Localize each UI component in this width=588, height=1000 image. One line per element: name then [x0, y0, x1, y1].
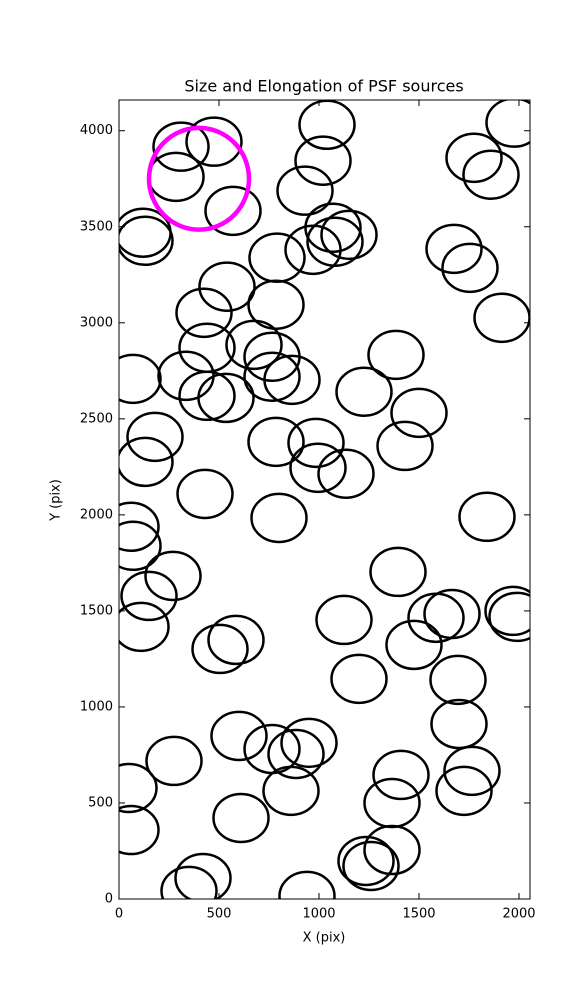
psf-source: [185, 116, 243, 167]
psf-source: [174, 852, 232, 899]
psf-source: [485, 100, 530, 148]
psf-source: [119, 436, 174, 488]
psf-source: [488, 591, 530, 643]
psf-source: [126, 411, 184, 463]
plot-area: [119, 100, 530, 899]
psf-source: [262, 765, 320, 817]
psf-source: [385, 619, 443, 671]
plot-frame: [118, 99, 531, 900]
psf-source: [337, 835, 395, 887]
psf-source: [152, 121, 210, 172]
x-tick-label: 1500: [402, 907, 435, 922]
psf-source: [119, 501, 160, 553]
psf-source: [175, 287, 233, 339]
x-tick-label: 500: [207, 907, 232, 922]
psf-source: [176, 468, 234, 520]
psf-source: [267, 728, 325, 780]
psf-source: [191, 623, 249, 675]
psf-source: [204, 185, 262, 237]
y-tick-label: 4000: [80, 123, 113, 138]
y-tick-label: 2500: [80, 411, 113, 426]
psf-source: [330, 653, 388, 705]
psf-source: [287, 417, 345, 469]
y-tick-label: 1000: [80, 699, 113, 714]
psf-source: [243, 351, 301, 403]
psf-source: [306, 216, 364, 268]
x-tick-label: 0: [115, 907, 123, 922]
psf-source: [119, 804, 160, 856]
psf-source: [197, 372, 255, 424]
y-tick-label: 2000: [80, 507, 113, 522]
psf-source: [119, 601, 170, 653]
psf-source: [144, 550, 202, 602]
psf-source: [462, 149, 520, 200]
psf-source: [278, 870, 336, 899]
psf-source: [280, 717, 338, 769]
psf-source: [247, 416, 305, 468]
psf-source: [119, 353, 162, 405]
psf-source: [304, 202, 362, 253]
psf-source: [443, 745, 501, 797]
psf-source: [315, 594, 373, 646]
psf-source: [376, 420, 434, 472]
psf-source: [178, 370, 236, 422]
psf-source: [390, 387, 448, 439]
psf-source: [441, 242, 499, 294]
psf-source: [212, 792, 270, 844]
psf-source: [250, 492, 308, 544]
psf-source: [423, 588, 481, 640]
psf-source: [430, 698, 488, 750]
psf-source: [369, 546, 427, 598]
psf-source: [276, 165, 334, 216]
y-axis-label: Y (pix): [49, 479, 64, 522]
psf-source: [119, 762, 158, 814]
psf-source: [263, 354, 321, 406]
y-tick-label: 1500: [80, 603, 113, 618]
psf-source: [342, 840, 400, 892]
psf-source: [320, 209, 378, 261]
psf-source: [207, 614, 265, 666]
x-tick-label: 2000: [502, 907, 535, 922]
y-tick-label: 500: [88, 795, 113, 810]
chart-title: Size and Elongation of PSF sources: [184, 77, 463, 96]
psf-source: [120, 570, 178, 622]
psf-source: [317, 448, 375, 500]
psf-source: [119, 215, 174, 267]
psf-source: [145, 735, 203, 787]
psf-source: [363, 824, 421, 876]
psf-source: [425, 223, 483, 275]
psf-source: [160, 865, 218, 899]
x-tick-label: 1000: [302, 907, 335, 922]
psf-source: [367, 329, 425, 381]
psf-source: [435, 765, 493, 817]
psf-source: [210, 710, 268, 762]
psf-source: [294, 135, 352, 186]
psf-source: [484, 585, 530, 637]
psf-source: [225, 319, 283, 371]
psf-source: [458, 491, 516, 543]
psf-source: [289, 442, 347, 494]
x-axis-label: X (pix): [303, 931, 346, 946]
psf-source: [119, 520, 162, 572]
psf-source: [146, 125, 252, 232]
psf-source: [335, 366, 393, 418]
y-tick-label: 3000: [80, 315, 113, 330]
y-tick-label: 3500: [80, 219, 113, 234]
psf-source: [198, 261, 256, 312]
y-tick-label: 0: [105, 892, 113, 907]
psf-source: [298, 100, 356, 151]
psf-source: [372, 749, 430, 801]
psf-source: [445, 132, 503, 184]
psf-source: [429, 654, 487, 706]
